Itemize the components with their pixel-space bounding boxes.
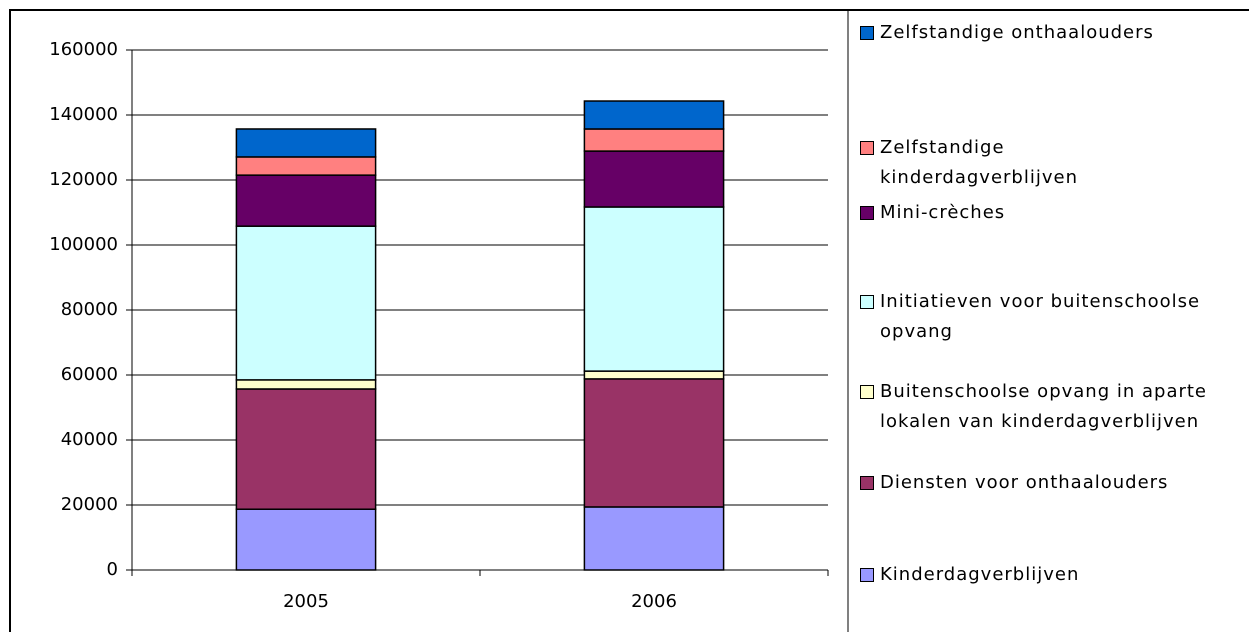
legend-label: Mini-crèches — [880, 202, 1006, 223]
legend-entry: Mini-crèches — [860, 198, 1245, 228]
bar-segment — [583, 150, 725, 208]
legend-swatch — [860, 26, 874, 40]
bar-segment — [583, 128, 725, 152]
legend-swatch — [860, 141, 874, 155]
legend-swatch — [860, 385, 874, 399]
legend-label: Buitenschoolse opvang in aparte lokalen … — [880, 381, 1208, 432]
bar-segment — [235, 508, 377, 571]
bar-segment — [235, 379, 377, 390]
y-tick-label: 140000 — [49, 104, 118, 125]
legend-swatch — [860, 568, 874, 582]
legend-label: Diensten voor onthaalouders — [880, 472, 1169, 493]
bar-segment — [583, 206, 725, 372]
legend-entry: Initiatieven voor buitenschoolse opvang — [860, 287, 1245, 347]
legend-entry: Buitenschoolse opvang in aparte lokalen … — [860, 377, 1245, 437]
y-tick-label: 0 — [107, 559, 118, 580]
legend-swatch — [860, 476, 874, 490]
y-tick-label: 120000 — [49, 169, 118, 190]
legend-entry: Zelfstandige onthaalouders — [860, 18, 1245, 48]
legend-label: Initiatieven voor buitenschoolse opvang — [880, 291, 1201, 342]
legend-label: Zelfstandige kinderdagverblijven — [880, 137, 1078, 188]
legend-swatch — [860, 206, 874, 220]
y-tick-label: 40000 — [61, 429, 118, 450]
bar-segment — [583, 100, 725, 130]
y-tick-label: 100000 — [49, 234, 118, 255]
bar-segment — [235, 174, 377, 227]
bar-segment — [235, 225, 377, 381]
legend-entry: Diensten voor onthaalouders — [860, 468, 1245, 498]
y-tick-label: 160000 — [49, 39, 118, 60]
bar-segment — [583, 370, 725, 380]
bar-segment — [583, 506, 725, 571]
legend-label: Zelfstandige onthaalouders — [880, 22, 1154, 43]
bar-segment — [235, 388, 377, 510]
x-tick-label: 2006 — [631, 591, 677, 612]
bar-segment — [583, 378, 725, 508]
bar-segment — [235, 128, 377, 158]
legend-entry: Kinderdagverblijven — [860, 560, 1245, 590]
legend-swatch — [860, 295, 874, 309]
y-tick-label: 80000 — [61, 299, 118, 320]
bar-segment — [235, 156, 377, 176]
y-tick-label: 20000 — [61, 494, 118, 515]
x-tick-label: 2005 — [283, 591, 329, 612]
legend-label: Kinderdagverblijven — [880, 564, 1080, 585]
y-tick-label: 60000 — [61, 364, 118, 385]
legend-entry: Zelfstandige kinderdagverblijven — [860, 133, 1245, 193]
frame — [9, 9, 1249, 632]
